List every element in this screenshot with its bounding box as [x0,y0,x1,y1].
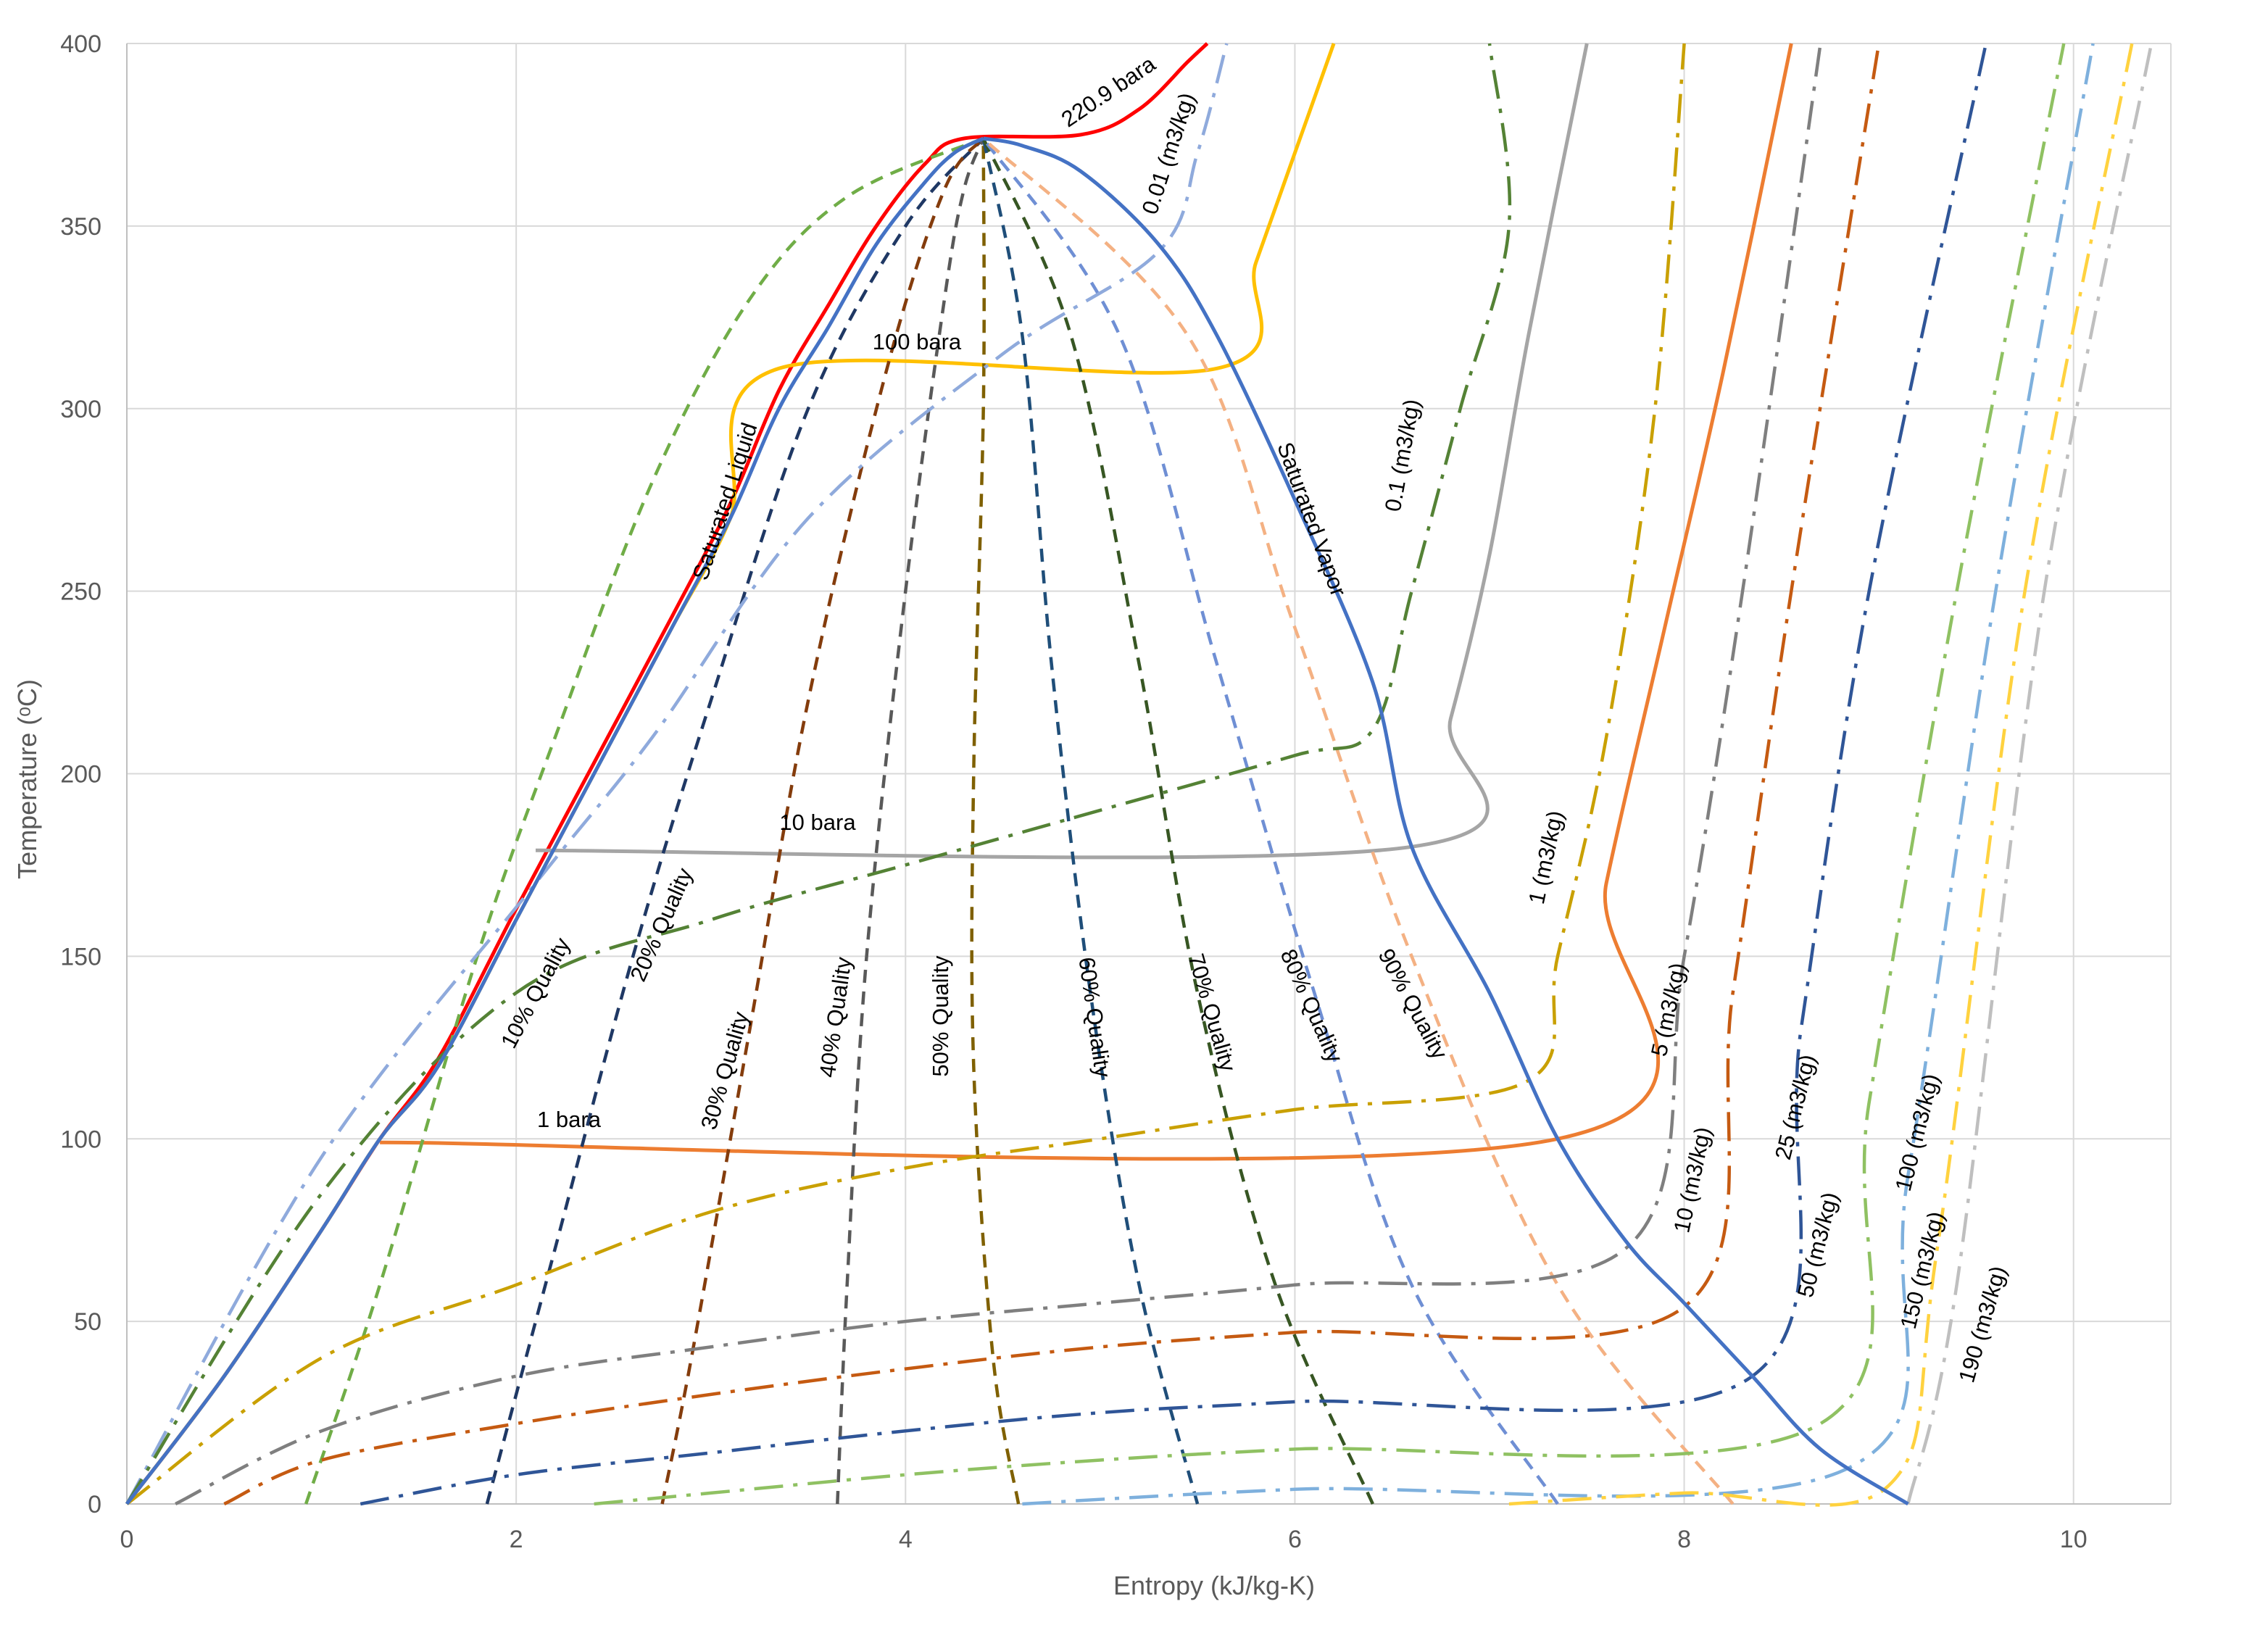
series-1-bara [380,43,1793,1161]
gridlines [126,43,2172,1505]
y-tick-350: 350 [60,213,101,241]
series-50-m3-kg [594,43,2066,1506]
series-30-quality [660,137,985,1505]
series-100-m3-kg [1022,43,2095,1506]
x-tick-4: 4 [899,1526,913,1553]
series-lines [125,42,2153,1507]
series-0-1-m3-kg [125,43,1512,1505]
series-150-m3-kg [1508,43,2134,1507]
series-5-m3-kg [175,43,1822,1506]
saturated-liquid-line [125,136,984,1505]
series-1-m3-kg [125,43,1686,1505]
saturation-dome [125,136,1909,1506]
x-tick-6: 6 [1288,1526,1302,1553]
series-40-quality [836,138,985,1505]
series-0-01-m3-kg [125,43,1229,1505]
series-25-m3-kg [360,43,1988,1506]
series-60-quality [981,138,1200,1505]
x-tick-10: 10 [2060,1526,2088,1553]
annotation-50-quality: 50% Quality [928,955,953,1077]
annotation-10-bara: 10 bara [779,810,856,835]
series-10-bara [535,43,1589,860]
x-tick-2: 2 [510,1526,523,1553]
y-tick-300: 300 [60,396,101,423]
annotation-100-bara: 100 bara [873,329,962,354]
x-axis-title: Entropy (kJ/kg-K) [1113,1571,1315,1600]
y-tick-50: 50 [74,1308,101,1336]
series-90-quality [982,137,1735,1505]
y-axis-title: Temperature (ᵒC) [12,679,42,879]
tick-labels: 0 50 100 150 200 250 300 350 400 0 2 4 6 8 10 [60,30,2087,1553]
series-10-m3-kg [223,43,1881,1506]
series-10-quality [304,136,984,1505]
saturated-vapor-line [983,136,1909,1506]
y-tick-250: 250 [60,578,101,606]
series-70-quality [981,138,1374,1505]
y-tick-100: 100 [60,1126,101,1153]
y-tick-150: 150 [60,943,101,970]
series-80-quality [981,137,1559,1505]
series-50-quality [970,138,1021,1505]
x-tick-0: 0 [120,1526,134,1553]
y-tick-0: 0 [88,1491,101,1518]
y-tick-400: 400 [60,30,101,58]
y-tick-200: 200 [60,761,101,789]
series-190-m3-kg [1906,43,2153,1505]
annotation-1-bara: 1 bara [537,1107,602,1132]
x-tick-8: 8 [1677,1526,1691,1553]
